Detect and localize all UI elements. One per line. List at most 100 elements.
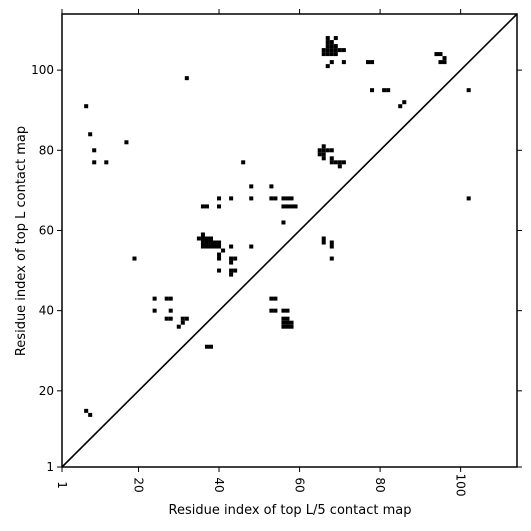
contact-point bbox=[293, 204, 298, 209]
contact-point bbox=[285, 316, 290, 321]
contact-point bbox=[208, 236, 213, 241]
contact-point bbox=[325, 40, 330, 45]
contact-point bbox=[329, 156, 334, 161]
contact-point bbox=[168, 296, 173, 301]
contact-point bbox=[370, 60, 375, 65]
contact-point bbox=[333, 36, 338, 41]
contact-point bbox=[341, 160, 346, 165]
contact-point bbox=[204, 240, 209, 245]
x-tick-label: 40 bbox=[212, 477, 226, 492]
contact-point bbox=[321, 144, 326, 149]
contact-point bbox=[466, 196, 471, 201]
contact-point bbox=[204, 236, 209, 241]
contact-point bbox=[249, 184, 254, 189]
contact-point bbox=[329, 48, 334, 53]
x-tick-label: 20 bbox=[132, 477, 146, 492]
contact-point bbox=[152, 296, 157, 301]
contact-point bbox=[200, 236, 205, 241]
contact-point bbox=[329, 244, 334, 249]
contact-point bbox=[200, 240, 205, 245]
contact-point bbox=[273, 196, 278, 201]
contact-point bbox=[333, 52, 338, 57]
contact-point bbox=[325, 148, 330, 153]
contact-point bbox=[217, 204, 222, 209]
contact-point bbox=[176, 324, 181, 329]
contact-point bbox=[442, 60, 447, 65]
contact-point bbox=[200, 244, 205, 249]
contact-point bbox=[217, 268, 222, 273]
contact-point bbox=[164, 296, 169, 301]
contact-point bbox=[213, 244, 218, 249]
contact-point bbox=[281, 220, 286, 225]
contact-point bbox=[333, 48, 338, 53]
contact-point bbox=[229, 196, 234, 201]
contact-point bbox=[285, 204, 290, 209]
contact-point bbox=[281, 308, 286, 313]
contact-point bbox=[329, 52, 334, 57]
contact-point bbox=[92, 148, 97, 153]
plot-frame bbox=[61, 13, 518, 468]
contact-point bbox=[370, 88, 375, 93]
contact-point bbox=[337, 160, 342, 165]
contact-point bbox=[204, 244, 209, 249]
contact-point bbox=[229, 260, 234, 265]
y-axis-label: Residue index of top L contact map bbox=[14, 126, 29, 356]
contact-point bbox=[341, 48, 346, 53]
contact-point bbox=[229, 272, 234, 277]
contact-point bbox=[269, 196, 274, 201]
contact-point bbox=[325, 44, 330, 49]
contact-point bbox=[285, 196, 290, 201]
contact-point bbox=[285, 308, 290, 313]
contact-point bbox=[213, 240, 218, 245]
contact-point bbox=[289, 196, 294, 201]
contact-point bbox=[184, 76, 189, 81]
contact-point bbox=[180, 320, 185, 325]
y-tick-label: 60 bbox=[39, 223, 54, 237]
contact-point bbox=[196, 236, 201, 241]
x-axis-label: Residue index of top L/5 contact map bbox=[169, 503, 412, 518]
contact-point bbox=[289, 204, 294, 209]
contact-point bbox=[88, 132, 93, 137]
contact-point bbox=[217, 240, 222, 245]
contact-point bbox=[233, 256, 238, 261]
contact-point bbox=[104, 160, 109, 165]
contact-point bbox=[281, 316, 286, 321]
contact-point bbox=[321, 52, 326, 57]
contact-point bbox=[84, 104, 89, 109]
contact-point bbox=[317, 152, 322, 157]
contact-point bbox=[333, 44, 338, 49]
contact-point bbox=[249, 244, 254, 249]
contact-point bbox=[337, 164, 342, 169]
diagonal-line bbox=[61, 13, 518, 468]
contact-point bbox=[200, 204, 205, 209]
contact-point bbox=[92, 160, 97, 165]
contact-point bbox=[329, 256, 334, 261]
contact-point bbox=[208, 240, 213, 245]
y-tick-label: 1 bbox=[46, 460, 54, 474]
contact-point bbox=[329, 148, 334, 153]
contact-point bbox=[329, 240, 334, 245]
contact-point bbox=[321, 48, 326, 53]
contact-point bbox=[321, 152, 326, 157]
contact-point bbox=[281, 196, 286, 201]
contact-point bbox=[217, 256, 222, 261]
contact-point bbox=[341, 60, 346, 65]
contact-point bbox=[241, 160, 246, 165]
contact-point bbox=[164, 316, 169, 321]
contact-point bbox=[273, 296, 278, 301]
contact-point bbox=[200, 232, 205, 237]
contact-point bbox=[321, 148, 326, 153]
contact-point bbox=[208, 344, 213, 349]
contact-point bbox=[289, 320, 294, 325]
contact-point bbox=[329, 60, 334, 65]
contact-point bbox=[217, 196, 222, 201]
contact-point bbox=[233, 268, 238, 273]
contact-point bbox=[84, 408, 89, 413]
contact-point bbox=[386, 88, 391, 93]
contact-point bbox=[168, 308, 173, 313]
contact-point bbox=[382, 88, 387, 93]
contact-point bbox=[434, 52, 439, 57]
contact-point bbox=[321, 236, 326, 241]
